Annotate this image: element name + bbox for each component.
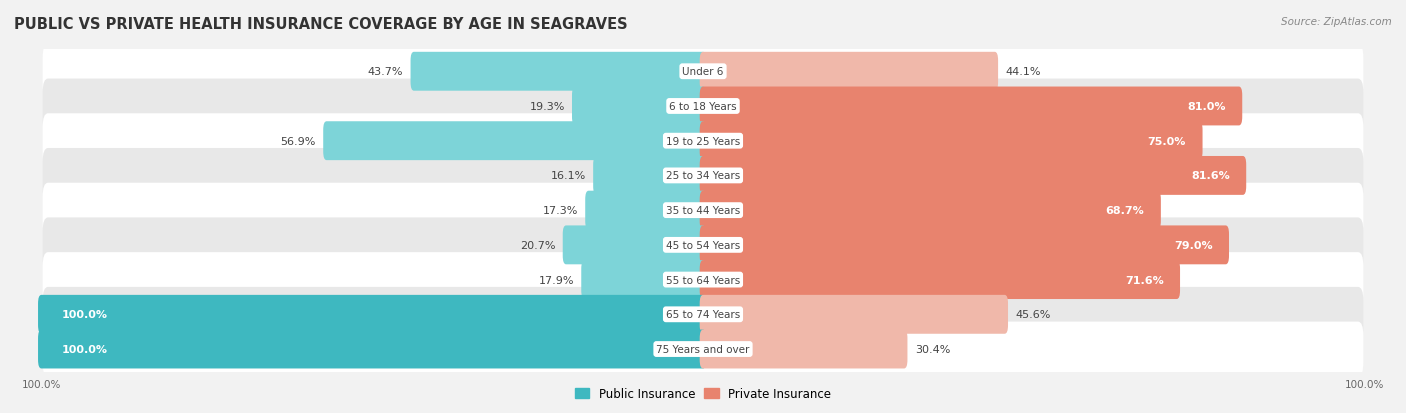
Text: 71.6%: 71.6% bbox=[1125, 275, 1164, 285]
FancyBboxPatch shape bbox=[562, 226, 706, 265]
Text: 19 to 25 Years: 19 to 25 Years bbox=[666, 136, 740, 146]
Text: PUBLIC VS PRIVATE HEALTH INSURANCE COVERAGE BY AGE IN SEAGRAVES: PUBLIC VS PRIVATE HEALTH INSURANCE COVER… bbox=[14, 17, 627, 31]
FancyBboxPatch shape bbox=[42, 252, 1364, 307]
FancyBboxPatch shape bbox=[700, 87, 1243, 126]
FancyBboxPatch shape bbox=[42, 287, 1364, 342]
Text: 81.6%: 81.6% bbox=[1191, 171, 1230, 181]
Text: 100.0%: 100.0% bbox=[62, 344, 107, 354]
Text: 17.9%: 17.9% bbox=[538, 275, 574, 285]
Text: 20.7%: 20.7% bbox=[520, 240, 555, 250]
FancyBboxPatch shape bbox=[38, 330, 706, 368]
Text: 17.3%: 17.3% bbox=[543, 206, 578, 216]
FancyBboxPatch shape bbox=[700, 226, 1229, 265]
Text: 100.0%: 100.0% bbox=[62, 310, 107, 320]
Text: 35 to 44 Years: 35 to 44 Years bbox=[666, 206, 740, 216]
FancyBboxPatch shape bbox=[581, 261, 706, 299]
FancyBboxPatch shape bbox=[593, 157, 706, 195]
Text: 44.1%: 44.1% bbox=[1005, 67, 1040, 77]
Text: 56.9%: 56.9% bbox=[281, 136, 316, 146]
Text: 79.0%: 79.0% bbox=[1174, 240, 1212, 250]
FancyBboxPatch shape bbox=[42, 183, 1364, 238]
Text: 65 to 74 Years: 65 to 74 Years bbox=[666, 310, 740, 320]
FancyBboxPatch shape bbox=[700, 295, 1008, 334]
FancyBboxPatch shape bbox=[411, 53, 706, 91]
FancyBboxPatch shape bbox=[42, 45, 1364, 100]
FancyBboxPatch shape bbox=[700, 330, 907, 368]
FancyBboxPatch shape bbox=[572, 87, 706, 126]
Text: Under 6: Under 6 bbox=[682, 67, 724, 77]
FancyBboxPatch shape bbox=[42, 322, 1364, 377]
FancyBboxPatch shape bbox=[38, 295, 706, 334]
Text: 6 to 18 Years: 6 to 18 Years bbox=[669, 102, 737, 112]
Text: 45.6%: 45.6% bbox=[1015, 310, 1050, 320]
FancyBboxPatch shape bbox=[42, 114, 1364, 169]
Text: 75 Years and over: 75 Years and over bbox=[657, 344, 749, 354]
FancyBboxPatch shape bbox=[700, 122, 1202, 161]
FancyBboxPatch shape bbox=[42, 79, 1364, 134]
FancyBboxPatch shape bbox=[700, 261, 1180, 299]
Text: 45 to 54 Years: 45 to 54 Years bbox=[666, 240, 740, 250]
FancyBboxPatch shape bbox=[585, 191, 706, 230]
FancyBboxPatch shape bbox=[42, 149, 1364, 203]
Text: 68.7%: 68.7% bbox=[1105, 206, 1144, 216]
FancyBboxPatch shape bbox=[323, 122, 706, 161]
Text: 43.7%: 43.7% bbox=[368, 67, 404, 77]
Text: 81.0%: 81.0% bbox=[1187, 102, 1226, 112]
Text: 19.3%: 19.3% bbox=[529, 102, 565, 112]
FancyBboxPatch shape bbox=[700, 53, 998, 91]
FancyBboxPatch shape bbox=[42, 218, 1364, 273]
Text: 25 to 34 Years: 25 to 34 Years bbox=[666, 171, 740, 181]
Legend: Public Insurance, Private Insurance: Public Insurance, Private Insurance bbox=[571, 382, 835, 404]
Text: 75.0%: 75.0% bbox=[1147, 136, 1187, 146]
Text: 55 to 64 Years: 55 to 64 Years bbox=[666, 275, 740, 285]
FancyBboxPatch shape bbox=[700, 157, 1246, 195]
Text: 16.1%: 16.1% bbox=[551, 171, 586, 181]
Text: 30.4%: 30.4% bbox=[915, 344, 950, 354]
Text: Source: ZipAtlas.com: Source: ZipAtlas.com bbox=[1281, 17, 1392, 26]
FancyBboxPatch shape bbox=[700, 191, 1161, 230]
